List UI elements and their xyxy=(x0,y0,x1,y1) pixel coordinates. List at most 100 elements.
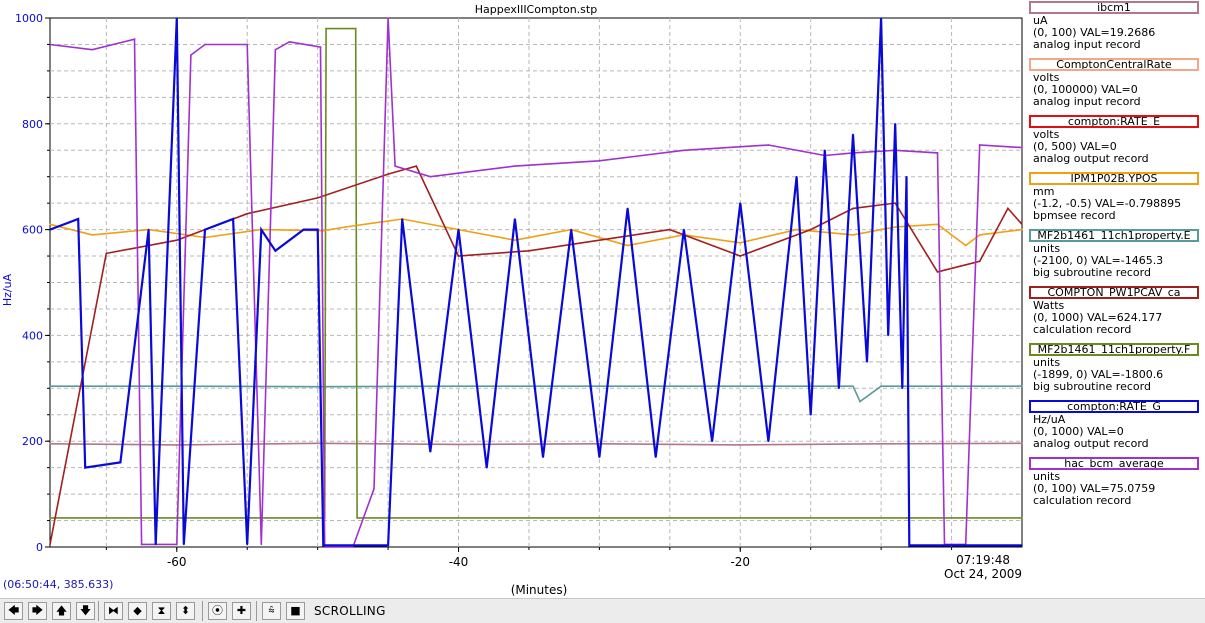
data-point xyxy=(570,228,573,231)
legend-entry[interactable]: compton:RATE_E volts (0, 500) VAL=0 analog … xyxy=(1027,114,1205,171)
legend-entry-record: big subroutine record xyxy=(1033,266,1151,279)
legend-entry[interactable]: ibcm1 uA (0, 100) VAL=19.2686 analog input … xyxy=(1027,0,1205,57)
add-icon[interactable]: ✚ xyxy=(232,602,251,620)
x-axis-label: (Minutes) xyxy=(511,583,568,597)
data-point xyxy=(908,544,911,547)
data-point xyxy=(84,466,87,469)
data-point xyxy=(175,17,178,19)
data-point xyxy=(838,387,840,390)
data-point xyxy=(91,48,94,51)
data-point xyxy=(429,450,432,453)
data-point xyxy=(1007,207,1009,210)
record-icon[interactable]: ⦿ xyxy=(208,602,227,620)
data-point xyxy=(387,173,389,175)
series-line-hac-bcm-average xyxy=(49,17,1023,548)
data-point xyxy=(288,41,291,43)
legend-entry-range: (0, 100000) VAL=0 xyxy=(1033,83,1138,96)
legend-entry-units: units xyxy=(1033,242,1061,255)
legend-entry-units: Hz/uA xyxy=(1033,413,1066,426)
data-point xyxy=(387,544,389,547)
arrow-down-icon[interactable]: 🡇 xyxy=(76,602,95,620)
cursor-coordinate-readout: (06:50:44, 385.633) xyxy=(3,578,114,591)
data-point xyxy=(319,46,322,48)
data-point xyxy=(175,239,178,241)
legend-entry[interactable]: ComptonCentralRate volts (0, 100000) VAL=0… xyxy=(1027,57,1205,114)
y-tick-label: 200 xyxy=(22,435,43,448)
data-point xyxy=(739,202,742,204)
legend-entry[interactable]: hac_bcm_average units (0, 100) VAL=75.0759… xyxy=(1027,456,1205,513)
data-point xyxy=(77,218,79,220)
zoom-out-horizontal-icon[interactable]: ◆ xyxy=(128,602,147,620)
data-point xyxy=(204,228,206,231)
data-point xyxy=(175,444,178,446)
data-point xyxy=(394,165,396,167)
data-point xyxy=(964,244,967,247)
legend-entry-range: (-1899, 0) VAL=-1800.6 xyxy=(1033,368,1164,381)
zoom-out-vertical-icon[interactable]: ⬍ xyxy=(176,602,195,620)
data-point xyxy=(936,271,939,273)
zoom-in-horizontal-icon[interactable]: ⧓ xyxy=(104,602,123,620)
legend-entry-units: units xyxy=(1033,470,1061,483)
data-point xyxy=(852,234,854,236)
data-point xyxy=(514,218,516,220)
legend-entry-name[interactable]: compton:RATE_G xyxy=(1029,400,1199,413)
data-point xyxy=(91,234,94,236)
legend-panel: ibcm1 uA (0, 100) VAL=19.2686 analog input … xyxy=(1027,0,1205,507)
data-point xyxy=(49,517,51,519)
scroll-mode-icon[interactable]: ⩯ xyxy=(262,602,281,620)
data-point xyxy=(626,244,629,247)
chart-title: HappexIIICompton.stp xyxy=(475,3,597,16)
data-point xyxy=(345,226,347,228)
data-point xyxy=(246,212,249,215)
legend-entry-range: (-2100, 0) VAL=-1465.3 xyxy=(1033,254,1164,267)
data-point xyxy=(1021,228,1023,231)
arrow-right-icon[interactable]: 🡆 xyxy=(28,602,47,620)
legend-entry-record: big subroutine record xyxy=(1033,380,1151,393)
data-point xyxy=(866,361,868,363)
arrow-up-icon[interactable]: 🡅 xyxy=(52,602,71,620)
legend-entry[interactable]: compton:RATE_G Hz/uA (0, 1000) VAL=0 analog… xyxy=(1027,399,1205,456)
legend-entry-name[interactable]: MF2b1461_11ch1property.F xyxy=(1029,343,1199,356)
data-point xyxy=(880,17,882,19)
legend-entry-name[interactable]: hac_bcm_average xyxy=(1029,457,1199,470)
legend-entry-range: (0, 100) VAL=19.2686 xyxy=(1033,26,1156,39)
data-point xyxy=(401,218,403,220)
legend-entry-range: (0, 100) VAL=75.0759 xyxy=(1033,482,1156,495)
legend-entry-name[interactable]: IPM1P02B.YPOS xyxy=(1029,172,1199,185)
toolbar: SCROLLING 🡄 🡆 🡅 🡇 ⧓ ◆ ⧗ ⬍ ⦿ ✚ ⩯ ■ xyxy=(0,598,1205,623)
legend-entry-name[interactable]: MF2b1461_11ch1property.E xyxy=(1029,229,1199,242)
arrow-left-icon[interactable]: 🡄 xyxy=(4,602,23,620)
data-point xyxy=(323,546,326,548)
data-point xyxy=(429,175,432,178)
legend-entry-name[interactable]: compton:RATE_E xyxy=(1029,115,1199,128)
data-point xyxy=(739,385,742,387)
data-point xyxy=(683,228,685,231)
legend-entry-record: bpmsee record xyxy=(1033,209,1116,222)
y-tick-label: 800 xyxy=(22,118,43,131)
strip-chart[interactable]: 0 200 400 600 800 1000 -60 -40 -20 HappexIIIComp… xyxy=(0,0,1027,598)
data-point xyxy=(1021,146,1023,149)
stop-icon[interactable]: ■ xyxy=(286,602,305,620)
data-point xyxy=(711,440,713,443)
data-point xyxy=(936,223,939,226)
zoom-in-vertical-icon[interactable]: ⧗ xyxy=(152,602,171,620)
legend-entry-name[interactable]: ibcm1 xyxy=(1029,1,1199,14)
legend-entry-name[interactable]: COMPTON_PW1PCAV_ca xyxy=(1029,286,1199,299)
data-point xyxy=(175,543,178,546)
legend-entry-record: calculation record xyxy=(1033,494,1132,507)
toolbar-separator xyxy=(98,601,99,621)
data-point xyxy=(1021,517,1023,519)
data-point xyxy=(514,239,516,241)
legend-entry-range: (0, 1000) VAL=624.177 xyxy=(1033,311,1163,324)
legend-entry[interactable]: MF2b1461_11ch1property.F units (-1899, 0) … xyxy=(1027,342,1205,399)
scroll-mode-label: SCROLLING xyxy=(314,604,386,618)
legend-entry-record: analog input record xyxy=(1033,38,1141,51)
data-point xyxy=(457,385,460,387)
data-point xyxy=(598,385,601,387)
legend-entry[interactable]: IPM1P02B.YPOS mm (-1.2, -0.5) VAL=-0.79889… xyxy=(1027,171,1205,228)
legend-entry-name[interactable]: ComptonCentralRate xyxy=(1029,58,1199,71)
data-point xyxy=(246,43,249,46)
data-point xyxy=(795,175,798,178)
legend-entry[interactable]: COMPTON_PW1PCAV_ca Watts (0, 1000) VAL=624… xyxy=(1027,285,1205,342)
legend-entry[interactable]: MF2b1461_11ch1property.E units (-2100, 0) … xyxy=(1027,228,1205,285)
